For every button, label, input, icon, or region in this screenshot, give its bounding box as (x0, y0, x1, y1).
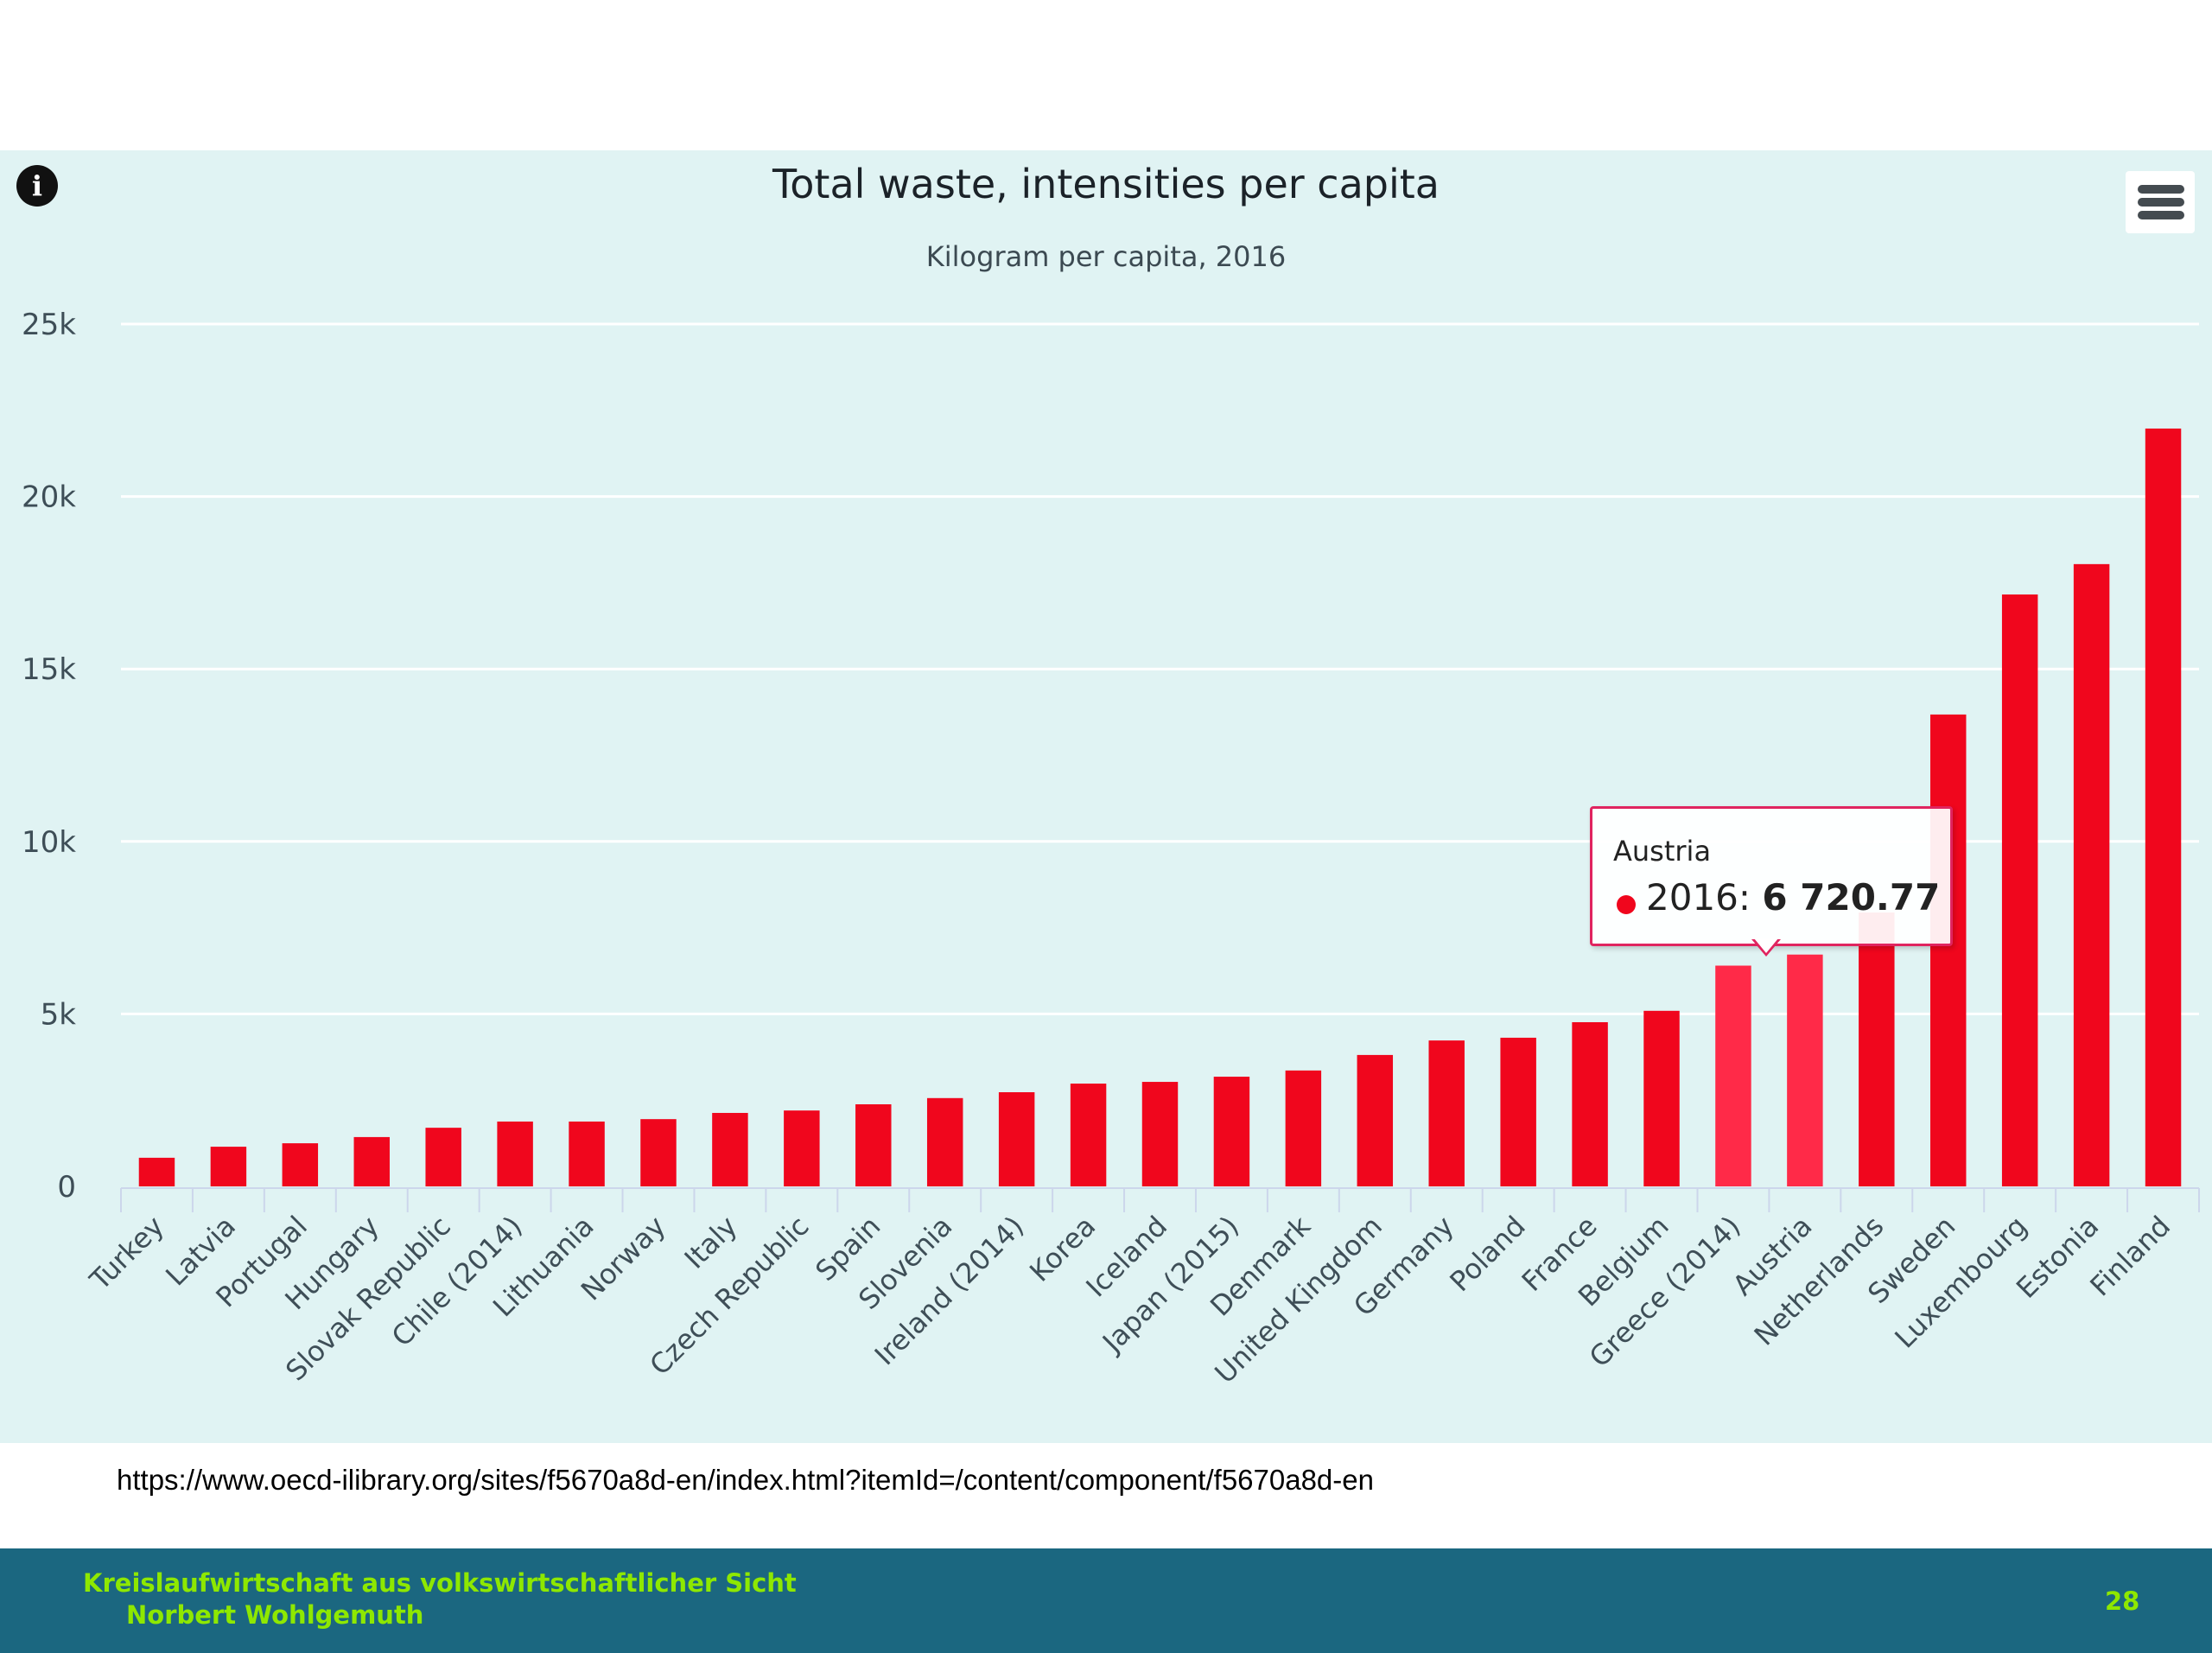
bar[interactable] (1500, 1037, 1536, 1186)
tooltip-country: Austria (1613, 835, 1712, 868)
bar[interactable] (1070, 1084, 1107, 1186)
tooltip: Austria 2016: 6 720.77 (1590, 806, 1953, 946)
tooltip-pointer-fill (1754, 938, 1778, 953)
x-tick-label: Poland (1443, 1210, 1531, 1298)
bar[interactable] (1285, 1070, 1322, 1186)
tooltip-colon: : (1738, 876, 1763, 919)
bar[interactable] (2001, 594, 2038, 1186)
y-tick-label: 25k (22, 308, 76, 342)
bar[interactable] (353, 1136, 390, 1186)
y-tick-label: 20k (22, 480, 76, 515)
x-tick-label: Turkey (83, 1210, 170, 1297)
info-icon[interactable]: i (16, 165, 58, 207)
bar[interactable] (1357, 1054, 1394, 1186)
bar-chart: 05k10k15k20k25kTurkeyLatviaPortugalHunga… (22, 308, 2200, 1389)
bar[interactable] (425, 1128, 461, 1186)
chart-title: Total waste, intensities per capita (772, 161, 1440, 207)
chart-subtitle: Kilogram per capita, 2016 (925, 240, 1287, 273)
bar[interactable] (926, 1097, 963, 1186)
bar[interactable] (784, 1110, 820, 1186)
y-tick-label: 15k (22, 652, 76, 687)
chart-panel (0, 150, 2212, 1443)
bar[interactable] (1572, 1021, 1608, 1186)
bar[interactable] (855, 1103, 892, 1186)
bar[interactable] (1859, 912, 1895, 1186)
bar[interactable] (1715, 965, 1751, 1186)
bar[interactable] (998, 1092, 1035, 1186)
bar[interactable] (569, 1121, 605, 1186)
bar[interactable] (1787, 954, 1823, 1186)
y-tick-label: 0 (57, 1170, 76, 1205)
bar[interactable] (712, 1112, 748, 1186)
bar[interactable] (1643, 1010, 1680, 1186)
y-tick-label: 10k (22, 825, 76, 860)
bar[interactable] (2073, 563, 2110, 1186)
bar[interactable] (1141, 1082, 1179, 1186)
bar[interactable] (497, 1121, 533, 1186)
source-link[interactable]: https://www.oecd-ilibrary.org/sites/f567… (117, 1464, 1374, 1496)
tooltip-value: 6 720.77 (1762, 876, 1941, 919)
chart-menu-button[interactable] (2126, 171, 2195, 233)
bar[interactable] (640, 1119, 677, 1186)
footer-author: Norbert Wohlgemuth (126, 1600, 424, 1630)
bar[interactable] (1930, 714, 1967, 1186)
bar[interactable] (2145, 428, 2182, 1186)
x-tick-label: Italy (678, 1210, 744, 1275)
footer-title: Kreislaufwirtschaft aus volkswirtschaftl… (83, 1568, 797, 1598)
page-number: 28 (2105, 1586, 2140, 1616)
x-tick-label: Finland (2083, 1210, 2177, 1303)
tooltip-series: 2016 (1646, 876, 1738, 919)
footer-bar (0, 1548, 2212, 1653)
tooltip-series-dot-icon (1617, 895, 1636, 914)
y-tick-label: 5k (41, 997, 77, 1032)
bar[interactable] (282, 1143, 319, 1186)
bar[interactable] (210, 1147, 247, 1186)
tooltip-value-line: 2016: 6 720.77 (1646, 876, 1940, 919)
bar[interactable] (138, 1157, 175, 1186)
bar[interactable] (1213, 1077, 1250, 1186)
bar[interactable] (1428, 1040, 1465, 1186)
